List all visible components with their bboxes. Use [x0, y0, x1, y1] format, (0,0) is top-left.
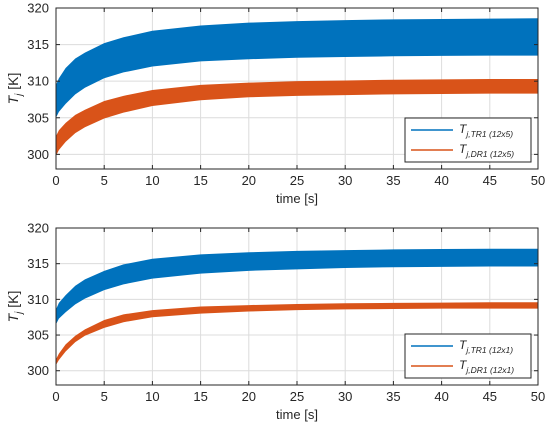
x-tick-label: 0	[52, 389, 59, 404]
chart-2: 0 5 10 15 20 25 30 35 40 45 50 300 305 310 315 320 time …	[5, 221, 545, 423]
x-axis-label: time [s]	[276, 191, 318, 206]
x-tick-label: 40	[434, 173, 448, 188]
series-band-1	[56, 18, 538, 118]
x-tick-label: 30	[338, 389, 352, 404]
legend-box	[404, 117, 532, 163]
legend-label-1: Tj,TR1 (12x5)	[459, 122, 513, 139]
y-tick-label: 305	[27, 110, 49, 125]
y-axis-label-unit: [K]	[5, 73, 21, 94]
x-tick-label: 20	[242, 389, 256, 404]
legend-label-1: Tj,TR1 (12x1)	[459, 338, 513, 355]
legend-box	[404, 333, 532, 379]
legend-label-main: T	[459, 358, 468, 372]
y-axis-label-sub: j	[14, 311, 25, 316]
y-tick-label: 320	[27, 1, 49, 16]
y-tick-label: 300	[27, 363, 49, 378]
x-tick-label: 10	[145, 389, 159, 404]
y-axis-label-sub: j	[14, 93, 25, 98]
y-axis-label-unit: [K]	[5, 291, 21, 312]
x-tick-label: 45	[483, 173, 497, 188]
x-tick-label: 25	[290, 173, 304, 188]
x-tick-label: 10	[145, 173, 159, 188]
x-tick-label: 15	[193, 389, 207, 404]
x-tick-label: 20	[242, 173, 256, 188]
y-tick-label: 320	[27, 221, 49, 236]
y-axis-label: Tj [K]	[5, 73, 25, 105]
x-tick-label: 5	[101, 389, 108, 404]
y-tick-label: 315	[27, 37, 49, 52]
x-tick-label: 40	[434, 389, 448, 404]
x-tick-label: 50	[531, 173, 545, 188]
y-tick-label: 310	[27, 74, 49, 89]
legend-label-sub: j,DR1 (12x1)	[465, 365, 514, 375]
y-tick-label: 305	[27, 328, 49, 343]
legend-label-sub: j,TR1 (12x5)	[465, 129, 513, 139]
x-tick-label: 15	[193, 173, 207, 188]
legend-label-main: T	[459, 338, 468, 352]
y-tick-label: 310	[27, 292, 49, 307]
legend-label-2: Tj,DR1 (12x5)	[459, 142, 514, 159]
y-axis-label-main: T	[5, 94, 21, 104]
x-tick-label: 35	[386, 389, 400, 404]
y-axis-label-main: T	[5, 312, 21, 322]
legend-label-2: Tj,DR1 (12x1)	[459, 358, 514, 375]
x-tick-label: 35	[386, 173, 400, 188]
x-tick-label: 45	[483, 389, 497, 404]
series-band-1	[56, 248, 538, 325]
x-axis-label: time [s]	[276, 407, 318, 422]
series-band-2	[56, 302, 538, 366]
x-tick-label: 30	[338, 173, 352, 188]
series-band-2	[56, 78, 538, 156]
legend-label-sub: j,DR1 (12x5)	[465, 149, 514, 159]
legend-label-main: T	[459, 142, 468, 156]
x-tick-label: 25	[290, 389, 304, 404]
y-tick-label: 315	[27, 256, 49, 271]
legend-label-sub: j,TR1 (12x1)	[465, 345, 513, 355]
x-tick-label: 50	[531, 389, 545, 404]
y-tick-label: 300	[27, 147, 49, 162]
y-axis-label: Tj [K]	[5, 291, 25, 323]
legend-label-main: T	[459, 122, 468, 136]
x-tick-label: 5	[101, 173, 108, 188]
x-tick-label: 0	[52, 173, 59, 188]
chart-1: 0 5 10 15 20 25 30 35 40 45 50 300 305 310 315 320 time …	[5, 1, 545, 207]
